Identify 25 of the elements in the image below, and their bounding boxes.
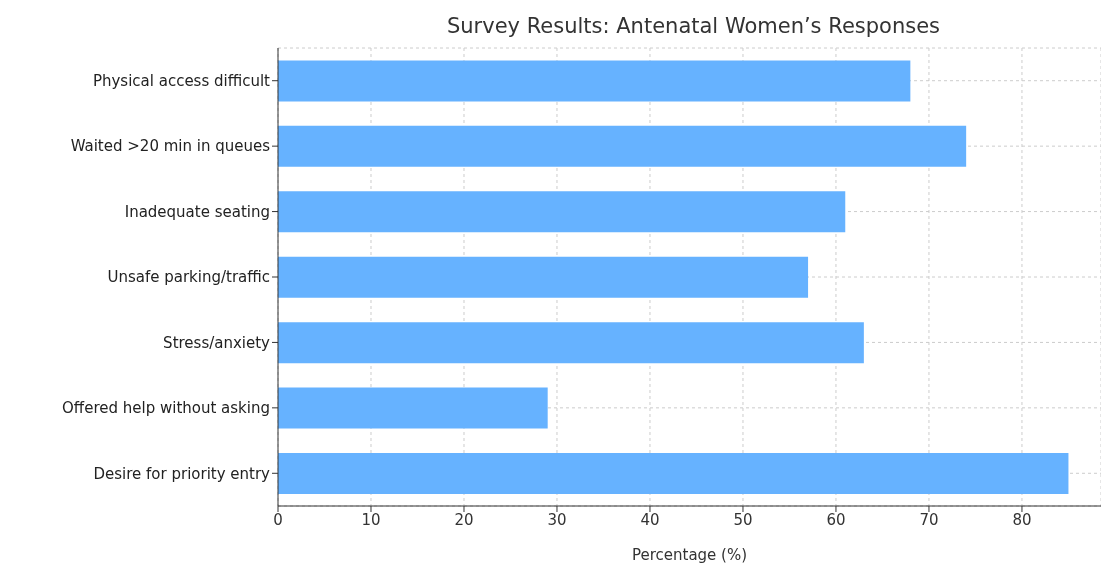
x-tick-label: 30: [547, 510, 567, 529]
bar: [278, 256, 809, 298]
bar: [278, 322, 864, 364]
x-tick-label: 40: [640, 510, 660, 529]
y-tick-label: Desire for priority entry: [93, 464, 271, 483]
x-tick-label: 60: [826, 510, 846, 529]
bar: [278, 191, 846, 233]
y-tick-label: Inadequate seating: [124, 202, 270, 221]
bar: [278, 125, 967, 167]
y-tick-label: Unsafe parking/traffic: [107, 268, 270, 287]
x-axis-title: Percentage (%): [631, 546, 748, 564]
x-tick-label: 50: [733, 510, 753, 529]
x-tick-label: 0: [273, 510, 283, 529]
y-tick-label: Offered help without asking: [62, 399, 270, 418]
chart-title: Survey Results: Antenatal Women’s Responses: [445, 13, 942, 40]
bar: [278, 60, 911, 102]
y-tick-label: Physical access difficult: [92, 72, 271, 91]
x-tick-label: 70: [919, 510, 939, 529]
bar: [278, 387, 548, 429]
y-tick-label: Stress/anxiety: [163, 333, 271, 352]
x-tick-label: 80: [1012, 510, 1032, 529]
x-tick-label: 10: [361, 510, 381, 529]
y-tick-label: Waited >20 min in queues: [70, 137, 271, 156]
x-tick-label: 20: [454, 510, 474, 529]
bar: [278, 453, 1069, 494]
